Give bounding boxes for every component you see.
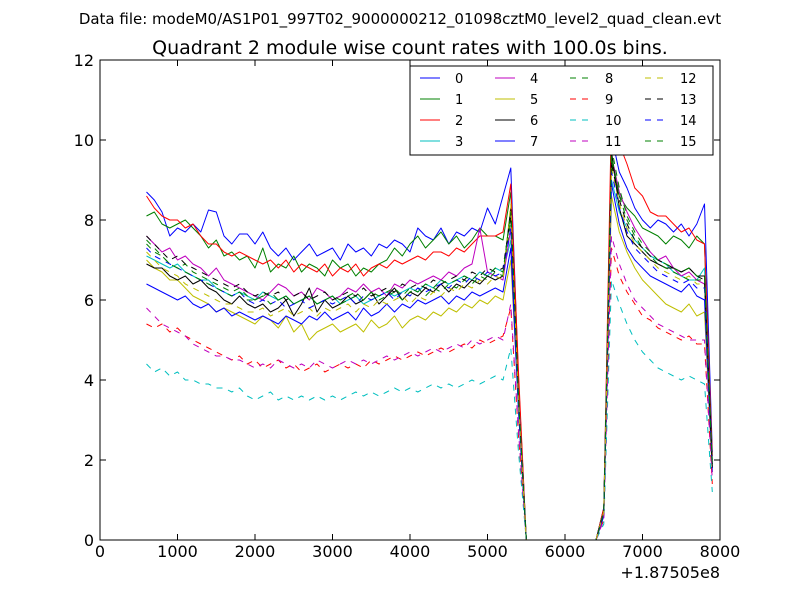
series-line-5 bbox=[146, 195, 713, 541]
y-tick-label: 2 bbox=[84, 451, 94, 470]
series-line-12 bbox=[146, 167, 713, 541]
legend-label-5: 5 bbox=[530, 93, 538, 108]
chart-title: Quadrant 2 module wise count rates with … bbox=[152, 37, 668, 59]
series-line-15 bbox=[146, 147, 713, 541]
x-tick-label: 0 bbox=[95, 542, 105, 561]
series-line-6 bbox=[146, 151, 713, 541]
x-tick-label: 5000 bbox=[467, 542, 508, 561]
legend-label-3: 3 bbox=[455, 135, 463, 150]
series-line-0 bbox=[146, 135, 713, 541]
x-tick-label: 1000 bbox=[157, 542, 198, 561]
x-tick-label: 8000 bbox=[700, 542, 741, 561]
legend-label-15: 15 bbox=[680, 135, 697, 150]
series-line-7 bbox=[146, 183, 713, 541]
legend-label-9: 9 bbox=[605, 93, 613, 108]
series-line-11 bbox=[146, 235, 713, 541]
legend-label-10: 10 bbox=[605, 114, 622, 129]
legend-label-4: 4 bbox=[530, 72, 538, 87]
series-line-2 bbox=[146, 111, 713, 541]
ticks-layer: 0 1000 2000 3000 4000 5000 6000 7000 80000246810… bbox=[74, 51, 741, 561]
legend-label-8: 8 bbox=[605, 72, 613, 87]
series-line-14 bbox=[146, 171, 713, 541]
legend-label-11: 11 bbox=[605, 135, 622, 150]
legend-label-7: 7 bbox=[530, 135, 538, 150]
series-line-10 bbox=[146, 279, 713, 541]
x-tick-label: 4000 bbox=[390, 542, 431, 561]
legend-label-13: 13 bbox=[680, 93, 697, 108]
x-tick-label: 7000 bbox=[622, 542, 663, 561]
legend-label-1: 1 bbox=[455, 93, 463, 108]
series-line-8 bbox=[146, 155, 713, 541]
legend-label-6: 6 bbox=[530, 114, 538, 129]
series-line-4 bbox=[146, 155, 713, 541]
y-tick-label: 0 bbox=[84, 531, 94, 550]
y-tick-label: 8 bbox=[84, 211, 94, 230]
series-layer bbox=[146, 111, 713, 541]
y-tick-label: 6 bbox=[84, 291, 94, 310]
legend-label-2: 2 bbox=[455, 114, 463, 129]
series-line-13 bbox=[146, 163, 713, 541]
y-tick-label: 4 bbox=[84, 371, 94, 390]
legend-label-12: 12 bbox=[680, 72, 697, 87]
x-tick-label: 6000 bbox=[545, 542, 586, 561]
suptitle: Data file: modeM0/AS1P01_997T02_90000002… bbox=[79, 10, 721, 29]
y-tick-label: 10 bbox=[74, 131, 94, 150]
series-line-9 bbox=[146, 247, 713, 541]
x-tick-label: 3000 bbox=[312, 542, 353, 561]
legend-label-14: 14 bbox=[680, 114, 697, 129]
legend-label-0: 0 bbox=[455, 72, 463, 87]
legend-frame bbox=[409, 65, 714, 156]
x-tick-label: 2000 bbox=[235, 542, 276, 561]
x-offset-label: +1.87505e8 bbox=[620, 563, 720, 582]
y-tick-label: 12 bbox=[74, 51, 94, 70]
